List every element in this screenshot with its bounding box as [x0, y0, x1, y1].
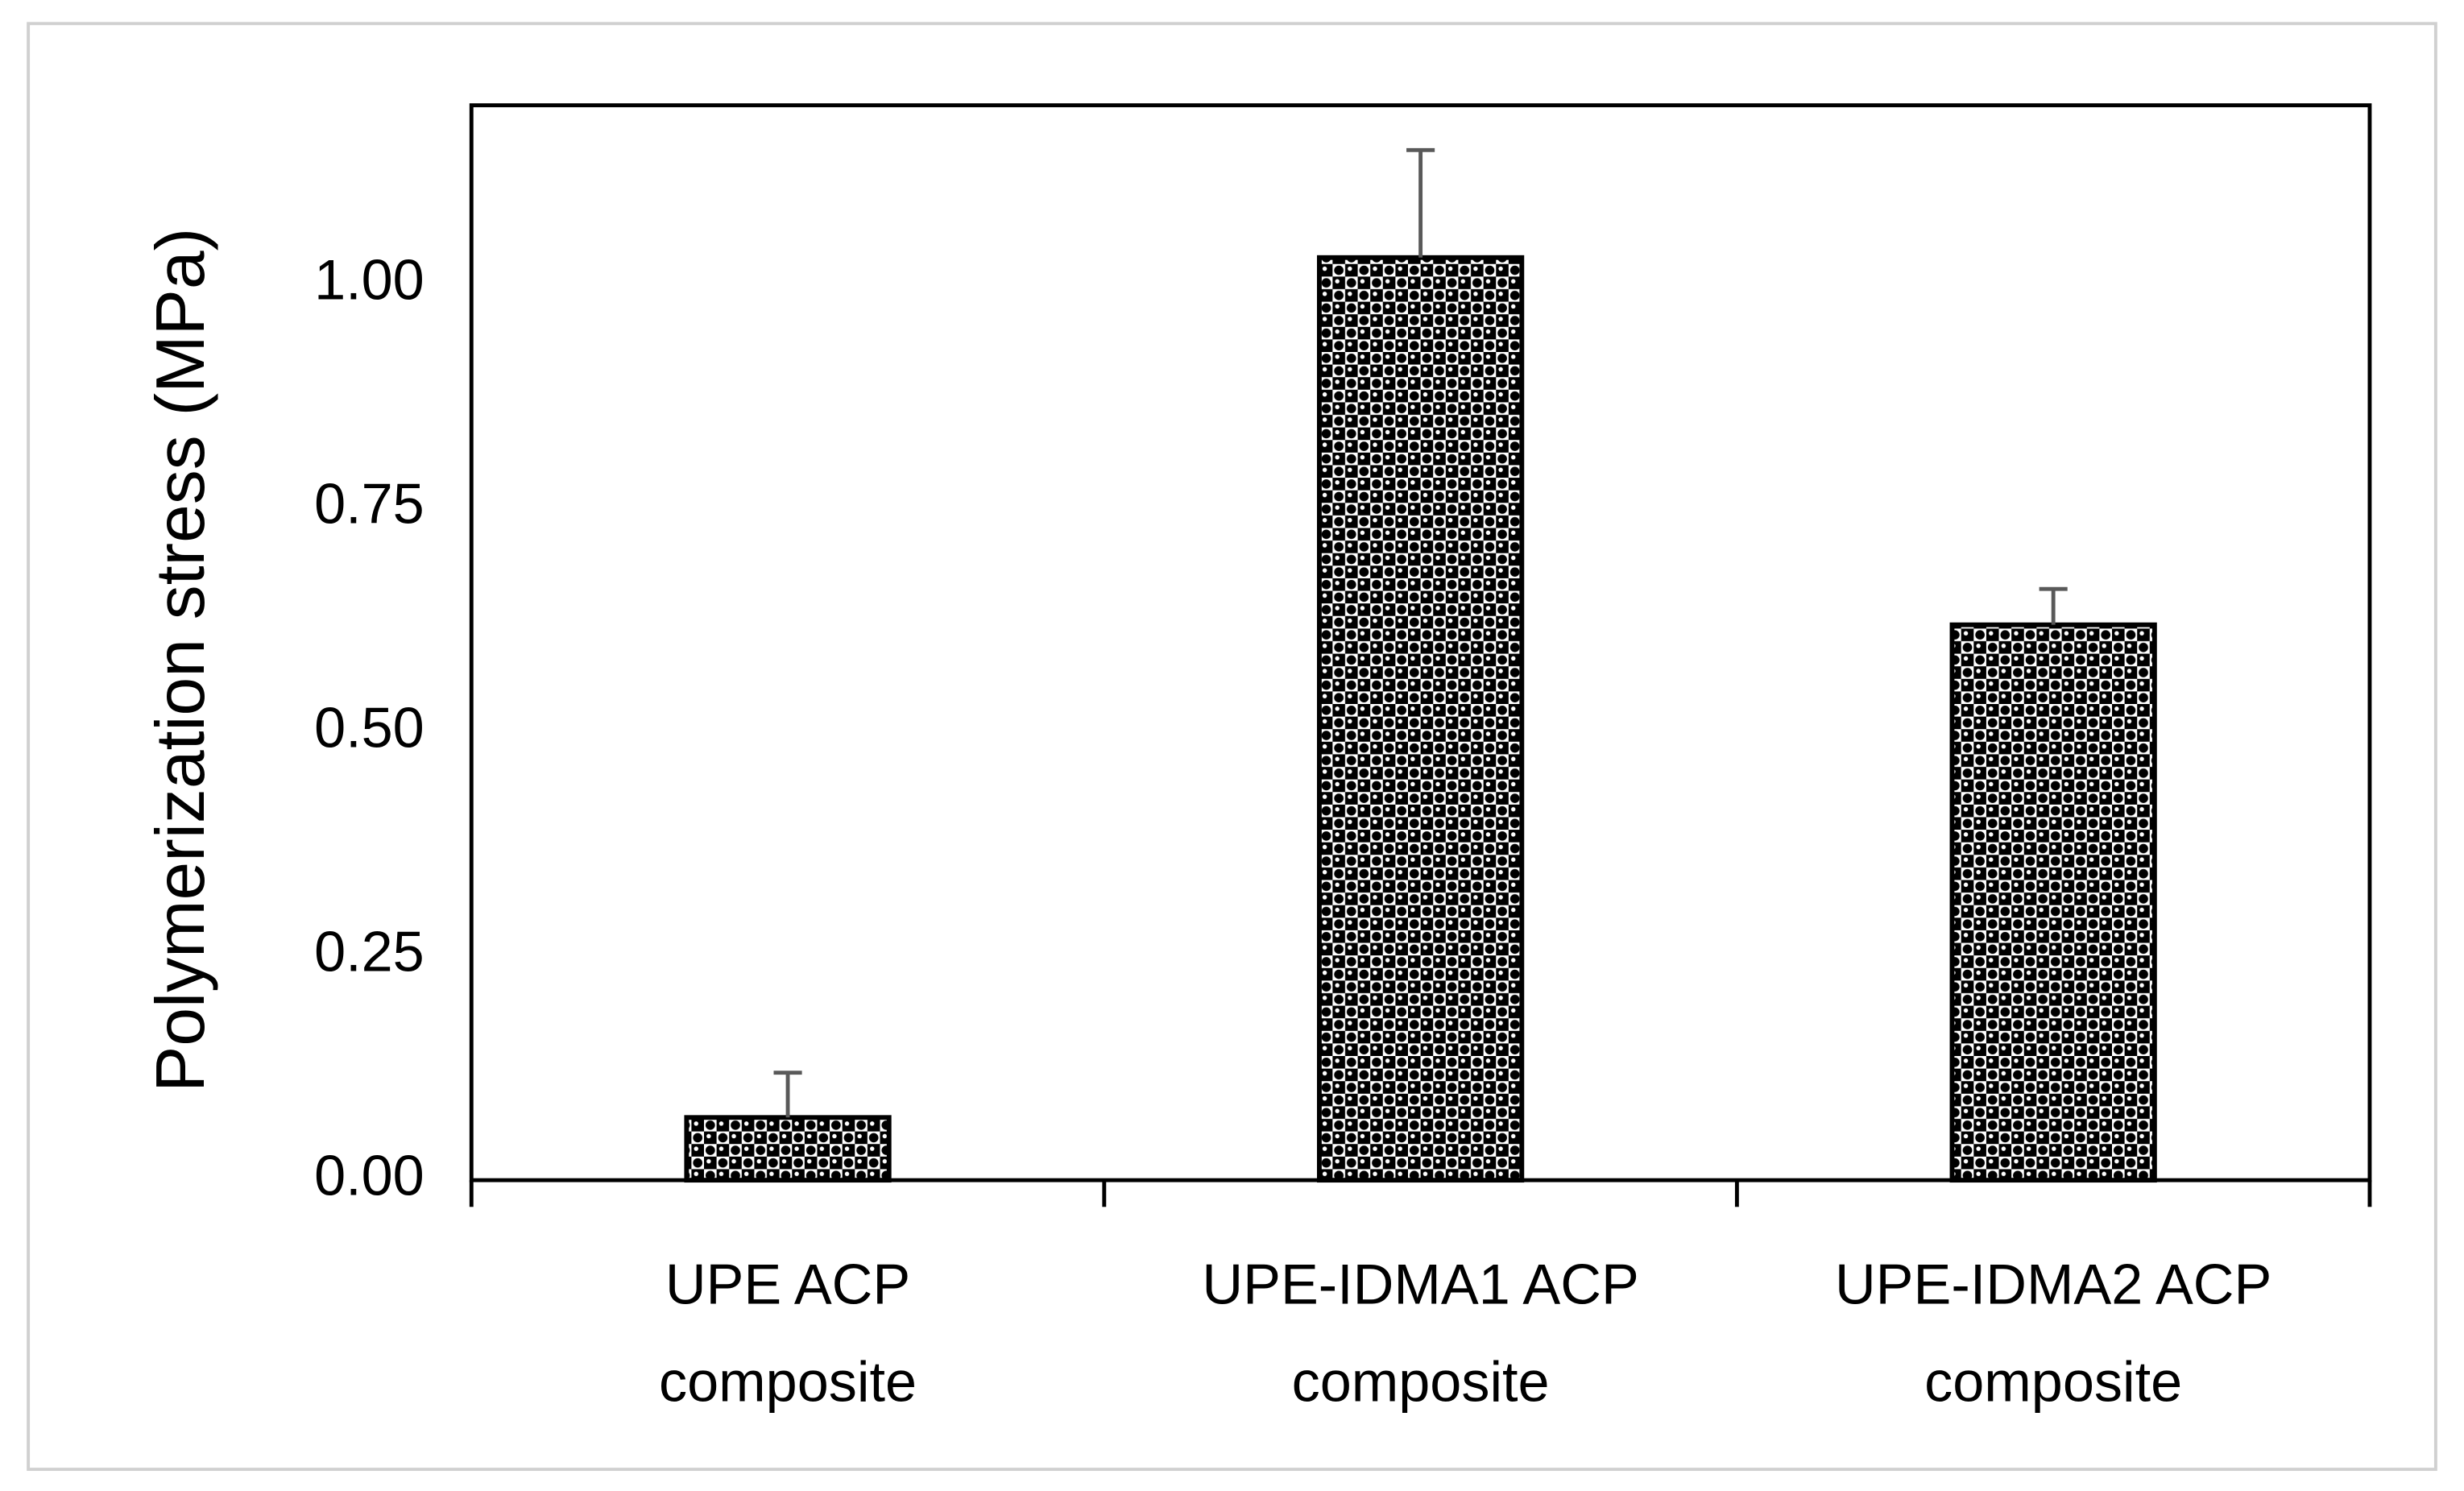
- frame: [27, 22, 2437, 1472]
- y-axis-label: Polymerization stress (MPa): [142, 228, 219, 1092]
- bar: [1949, 622, 2157, 1183]
- x-tick-label: UPE-IDMA2 ACP composite: [1835, 1252, 2271, 1413]
- x-tick-label-line: composite: [659, 1349, 917, 1413]
- y-tick-label: 0.50: [314, 696, 424, 760]
- x-tick-label-line: UPE-IDMA1 ACP: [1202, 1252, 1638, 1315]
- bar: [1316, 255, 1525, 1183]
- x-tick-label: UPE ACP composite: [659, 1252, 917, 1413]
- y-tick-label: 0.75: [314, 472, 424, 536]
- x-tick-label-line: composite: [1292, 1349, 1550, 1413]
- plot-border: [469, 103, 2372, 1182]
- y-tick-label: 1.00: [314, 248, 424, 312]
- x-tick-label: UPE-IDMA1 ACP composite: [1202, 1252, 1638, 1413]
- y-tick-label: 0.25: [314, 920, 424, 984]
- x-tick-label-line: composite: [1924, 1349, 2182, 1413]
- y-tick-label: 0.00: [314, 1144, 424, 1207]
- bar: [684, 1115, 892, 1183]
- x-tick-label-line: UPE-IDMA2 ACP: [1835, 1252, 2271, 1315]
- x-tick-label-line: UPE ACP: [665, 1252, 910, 1315]
